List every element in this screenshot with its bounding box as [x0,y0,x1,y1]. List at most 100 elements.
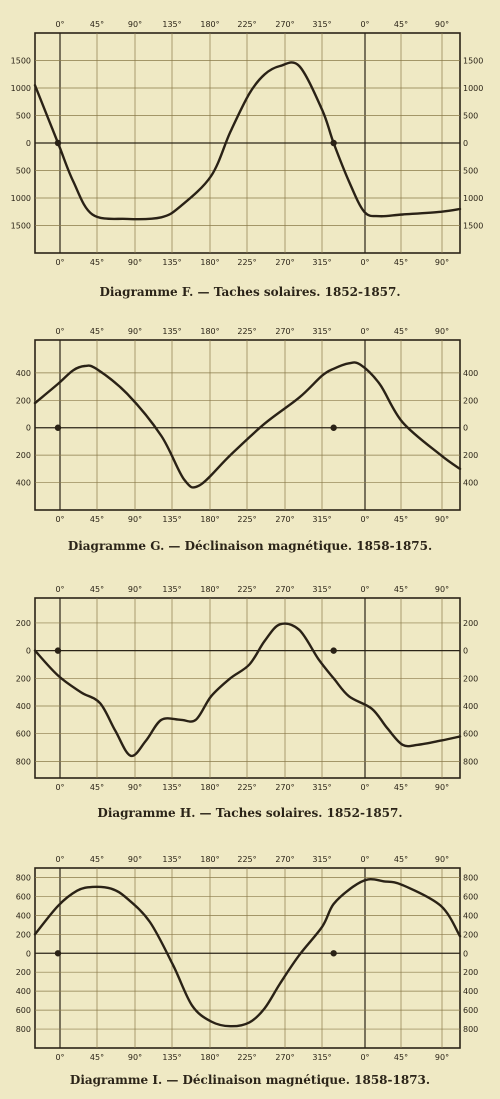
plot-frame [34,867,461,1049]
y-tick-label-left: 0 [26,949,31,958]
x-tick-label-top: 0° [55,855,64,864]
x-tick-label-bottom: 90° [128,783,142,792]
x-tick-label-top: 270° [275,855,294,864]
x-tick-label-bottom: 45° [90,258,104,267]
x-tick-label-bottom: 225° [237,515,256,524]
x-tick-label-top: 0° [55,327,64,336]
y-tick-label-left: 400 [16,987,31,996]
x-tick-label-bottom: 90° [128,1053,142,1062]
x-tick-label-top: 90° [128,585,142,594]
x-tick-label-bottom: 0° [360,1053,369,1062]
x-tick-label-top: 90° [435,855,449,864]
x-tick-label-top: 315° [312,20,331,29]
data-curve [33,622,462,758]
x-tick-label-top: 270° [275,20,294,29]
y-tick-label-right: 1500 [463,222,483,231]
y-tick-label-right: 400 [463,911,478,920]
x-tick-label-top: 270° [275,327,294,336]
x-tick-label-bottom: 315° [312,783,331,792]
x-tick-label-top: 135° [162,585,181,594]
x-tick-label-bottom: 90° [435,1053,449,1062]
x-tick-label-top: 45° [90,585,104,594]
y-tick-label-right: 1000 [463,194,483,203]
x-tick-label-bottom: 90° [128,515,142,524]
origin-marker [54,139,62,147]
y-tick-label-left: 200 [16,930,31,939]
y-tick-label-right: 400 [463,479,478,488]
diagram-caption: Diagramme H. — Taches solaires. 1852-185… [97,806,402,820]
y-tick-label-left: 1000 [11,84,31,93]
y-tick-label-right: 200 [463,396,478,405]
y-tick-label-left: 0 [26,424,31,433]
y-tick-label-left: 400 [16,479,31,488]
plot-frame [34,597,461,779]
origin-marker [54,424,62,431]
x-tick-label-bottom: 45° [394,1053,408,1062]
x-tick-label-bottom: 270° [275,258,294,267]
x-tick-label-top: 0° [360,20,369,29]
y-tick-label-right: 400 [463,369,478,378]
x-tick-label-top: 315° [312,585,331,594]
y-tick-label-right: 0 [463,949,468,958]
y-tick-label-right: 500 [463,112,478,121]
y-tick-label-left: 200 [16,674,31,683]
y-tick-label-left: 1000 [11,194,31,203]
x-tick-label-bottom: 270° [275,783,294,792]
y-tick-label-right: 200 [463,930,478,939]
y-tick-label-right: 500 [463,167,478,176]
x-tick-label-top: 90° [435,585,449,594]
x-tick-label-top: 135° [162,327,181,336]
y-tick-label-left: 0 [26,647,31,656]
x-tick-label-top: 225° [237,20,256,29]
x-tick-label-bottom: 225° [237,783,256,792]
x-tick-label-top: 0° [55,20,64,29]
x-tick-label-top: 45° [90,20,104,29]
diagram-caption: Diagramme G. — Déclinaison magnétique. 1… [68,539,432,553]
x-tick-label-bottom: 45° [90,1053,104,1062]
origin-marker [330,139,337,147]
y-tick-label-left: 200 [16,451,31,460]
y-tick-label-right: 0 [463,647,468,656]
y-tick-label-right: 800 [463,1025,478,1034]
x-tick-label-bottom: 45° [90,515,104,524]
x-tick-label-bottom: 135° [162,515,181,524]
y-tick-label-right: 200 [463,451,478,460]
x-tick-label-top: 45° [394,585,408,594]
x-tick-label-bottom: 180° [200,1053,219,1062]
y-tick-label-left: 800 [16,873,31,882]
x-tick-label-bottom: 45° [394,258,408,267]
x-tick-label-bottom: 0° [55,783,64,792]
x-tick-label-top: 180° [200,855,219,864]
x-tick-label-top: 180° [200,585,219,594]
y-tick-label-left: 800 [16,1025,31,1034]
x-tick-label-bottom: 180° [200,783,219,792]
x-tick-label-bottom: 225° [237,1053,256,1062]
x-tick-label-top: 135° [162,855,181,864]
x-tick-label-top: 45° [90,327,104,336]
x-tick-label-top: 45° [394,327,408,336]
x-tick-label-top: 90° [128,855,142,864]
x-tick-label-bottom: 180° [200,258,219,267]
diagram-2: 400 400 200 200 0 0 200 200 400 400 0° 0° 45° 45° 90° 9… [16,327,479,553]
y-tick-label-left: 0 [26,139,31,148]
x-tick-label-bottom: 315° [312,1053,331,1062]
x-tick-label-top: 90° [128,327,142,336]
x-tick-label-bottom: 45° [394,783,408,792]
x-tick-label-bottom: 45° [394,515,408,524]
y-tick-label-left: 400 [16,369,31,378]
diagram-caption: Diagramme I. — Déclinaison magnétique. 1… [70,1073,430,1087]
x-tick-label-top: 90° [128,20,142,29]
x-tick-label-bottom: 0° [55,1053,64,1062]
y-tick-label-right: 600 [463,1006,478,1015]
x-tick-label-bottom: 0° [55,258,64,267]
x-tick-label-top: 45° [394,20,408,29]
x-tick-label-top: 0° [55,585,64,594]
origin-marker [330,950,337,957]
x-tick-label-bottom: 0° [55,515,64,524]
x-tick-label-bottom: 0° [360,258,369,267]
x-tick-label-bottom: 90° [435,783,449,792]
x-tick-label-top: 225° [237,585,256,594]
y-tick-label-left: 400 [16,702,31,711]
y-tick-label-right: 200 [463,968,478,977]
x-tick-label-bottom: 180° [200,515,219,524]
